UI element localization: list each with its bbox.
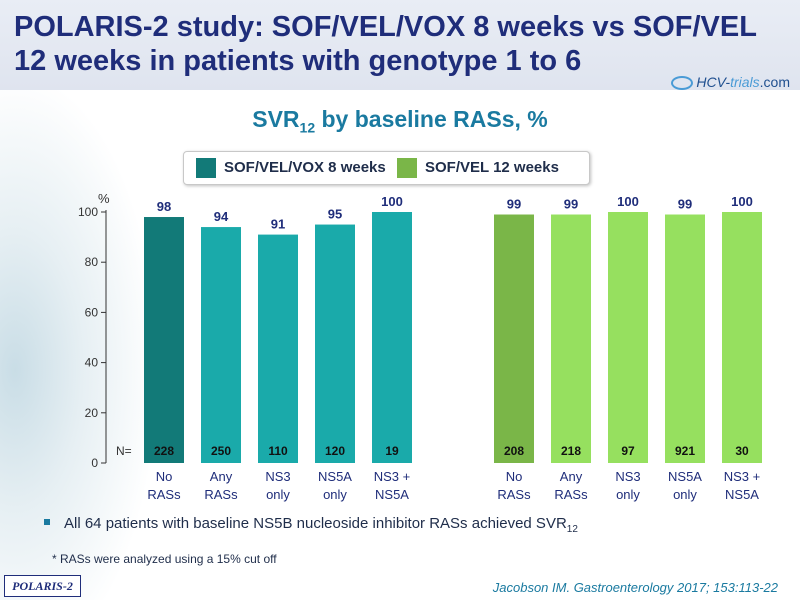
bullet-square-icon [44,519,50,526]
decorative-background [0,90,150,600]
chart-title: SVR12 by baseline RASs, % [252,106,548,136]
category-label: only [616,487,640,502]
category-label: No [156,469,173,484]
bar [258,234,298,463]
y-tick-label: 80 [85,255,99,269]
legend-swatch-sof-vel [397,158,417,178]
bar [144,217,184,463]
y-tick-label: 100 [78,205,98,219]
bar [608,212,648,463]
bar-n-label: 97 [621,444,635,458]
category-label: NS3 [615,469,640,484]
bar-n-label: 19 [385,444,399,458]
bar-n-label: 228 [154,444,174,458]
bar-value-label: 100 [731,194,753,209]
bar-value-label: 91 [271,217,285,232]
legend-swatch-sof-vel-vox [196,158,216,178]
y-tick-label: 20 [85,406,99,420]
bar [372,212,412,463]
bar-value-label: 100 [381,194,403,209]
title-line-2: 12 weeks in patients with genotype 1 to … [14,45,582,77]
bar-value-label: 99 [507,197,521,212]
category-label: Any [210,469,233,484]
bar-n-label: 110 [268,444,288,458]
category-label: Any [560,469,583,484]
category-label: No [506,469,523,484]
n-row-label: N= [116,444,132,458]
category-label: NS5A [318,469,352,484]
bar-n-label: 250 [211,444,231,458]
bullet-note: All 64 patients with baseline NS5B nucle… [44,515,578,535]
y-tick-label: 40 [85,356,99,370]
bar-n-label: 208 [504,444,524,458]
bar-n-label: 30 [735,444,749,458]
hcv-trials-logo: HCV-trials.com [671,74,790,91]
chart-legend: SOF/VEL/VOX 8 weeks SOF/VEL 12 weeks [183,151,590,185]
bar [315,224,355,463]
legend-label-sof-vel: SOF/VEL 12 weeks [425,159,559,176]
citation: Jacobson IM. Gastroenterology 2017; 153:… [492,580,778,595]
category-label: NS5A [375,487,409,502]
bar-value-label: 98 [157,199,171,214]
bar-n-label: 120 [325,444,345,458]
category-label: RASs [147,487,181,502]
legend-label-sof-vel-vox: SOF/VEL/VOX 8 weeks [224,159,386,176]
category-label: NS5A [725,487,759,502]
slide-header: POLARIS-2 study: SOF/VEL/VOX 8 weeks vs … [0,0,800,90]
category-label: NS5A [668,469,702,484]
footnote: * RASs were analyzed using a 15% cut off [52,552,277,566]
logo-mark-icon [671,76,694,91]
category-label: NS3 + [724,469,761,484]
y-tick-label: 60 [85,305,99,319]
bar-n-label: 218 [561,444,581,458]
slide-title: POLARIS-2 study: SOF/VEL/VOX 8 weeks vs … [14,10,794,78]
bar-value-label: 100 [617,194,639,209]
bar [722,212,762,463]
bar [201,227,241,463]
category-label: RASs [497,487,531,502]
bar-value-label: 99 [678,197,692,212]
bar [494,214,534,463]
study-tag: POLARIS-2 [4,575,81,597]
y-tick-label: 0 [91,456,98,470]
bar [551,214,591,463]
category-label: only [673,487,697,502]
category-label: RASs [554,487,588,502]
category-label: RASs [204,487,238,502]
bar-chart: 0 20 40 60 80 100% N= 98 228 No RASs 94 250 Any RASs 91… [78,191,762,502]
bar-n-label: 921 [675,444,695,458]
bar-value-label: 94 [214,209,229,224]
category-label: only [323,487,347,502]
y-axis-label: % [98,191,110,206]
title-line-1: POLARIS-2 study: SOF/VEL/VOX 8 weeks vs … [14,11,757,43]
category-label: NS3 [265,469,290,484]
category-label: NS3 + [374,469,411,484]
category-label: only [266,487,290,502]
bar [665,214,705,463]
bar-value-label: 95 [328,207,342,222]
bar-value-label: 99 [564,197,578,212]
